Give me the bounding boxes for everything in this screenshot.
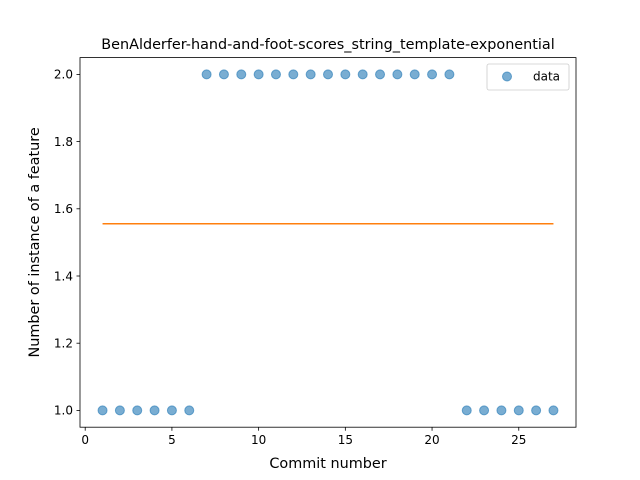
data-point — [270, 69, 281, 80]
data-point — [427, 69, 438, 80]
data-point — [218, 69, 229, 80]
data-point — [305, 69, 316, 80]
data-point — [132, 405, 143, 416]
data-point — [409, 69, 420, 80]
chart-title: BenAlderfer-hand-and-foot-scores_string_… — [101, 37, 555, 53]
y-tick-label: 1.8 — [54, 135, 73, 149]
x-tick-label: 10 — [251, 433, 266, 447]
data-point — [236, 69, 247, 80]
legend-label-data: data — [533, 70, 560, 84]
x-tick-label: 25 — [511, 433, 526, 447]
x-axis-label: Commit number — [269, 456, 386, 472]
x-tick-label: 15 — [338, 433, 353, 447]
data-point — [97, 405, 108, 416]
data-point — [479, 405, 490, 416]
x-tick-label: 5 — [168, 433, 176, 447]
y-tick-label: 1.0 — [54, 404, 73, 418]
legend: data — [486, 63, 570, 91]
data-point — [513, 405, 524, 416]
data-point — [375, 69, 386, 80]
y-tick-label: 1.6 — [54, 202, 73, 216]
data-point — [496, 405, 507, 416]
data-point — [461, 405, 472, 416]
data-point — [184, 405, 195, 416]
data-point — [114, 405, 125, 416]
data-point — [357, 69, 368, 80]
y-tick-label: 2.0 — [54, 68, 73, 82]
data-point — [548, 405, 559, 416]
plot-frame — [79, 57, 577, 428]
y-tick-label: 1.2 — [54, 337, 73, 351]
data-point — [340, 69, 351, 80]
data-point — [166, 405, 177, 416]
data-point — [531, 405, 542, 416]
data-point — [149, 405, 160, 416]
data-point — [323, 69, 333, 80]
x-tick-label: 20 — [424, 433, 439, 447]
x-tick-label: 0 — [81, 433, 89, 447]
y-axis-label: Number of instance of a feature — [27, 127, 43, 357]
data-point — [201, 69, 212, 80]
y-tick-label: 1.4 — [54, 269, 73, 283]
data-point — [288, 69, 299, 80]
data-point — [392, 69, 403, 80]
data-point — [253, 69, 264, 80]
data-point — [444, 69, 455, 80]
legend-marker-data — [502, 71, 512, 82]
legend-box — [486, 63, 570, 91]
